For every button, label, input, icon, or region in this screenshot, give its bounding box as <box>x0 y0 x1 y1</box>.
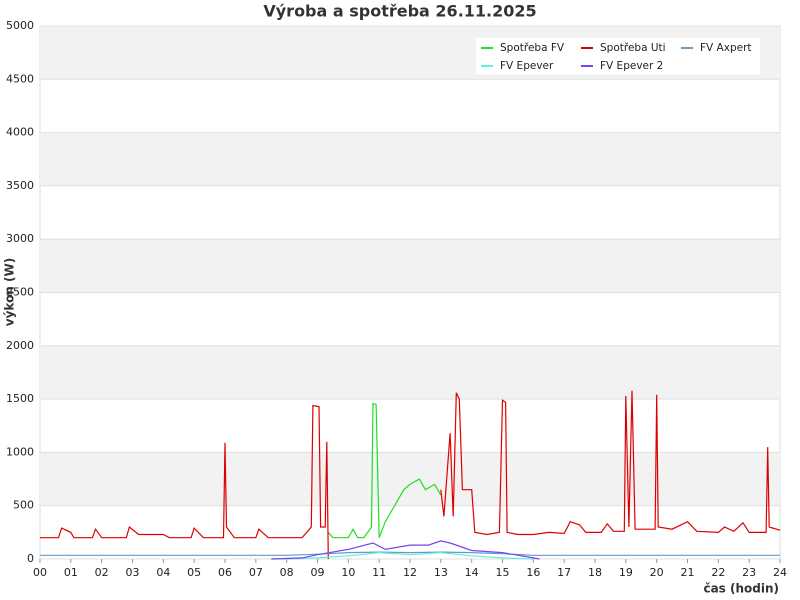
legend-label: Spotřeba FV <box>500 42 565 54</box>
x-tick-label: 10 <box>341 566 355 579</box>
y-tick-label: 500 <box>13 499 34 512</box>
legend-label: FV Axpert <box>700 42 752 54</box>
x-tick-label: 24 <box>773 566 787 579</box>
series-line <box>40 390 781 560</box>
x-tick-label: 03 <box>126 566 140 579</box>
grid-band <box>40 452 780 506</box>
x-tick-label: 18 <box>588 566 602 579</box>
y-tick-label: 4000 <box>6 126 34 139</box>
x-tick-label: 00 <box>33 566 47 579</box>
x-tick-label: 09 <box>311 566 325 579</box>
x-tick-label: 06 <box>218 566 232 579</box>
legend-label: FV Epever 2 <box>600 60 663 72</box>
x-tick-label: 13 <box>434 566 448 579</box>
x-tick-label: 16 <box>526 566 540 579</box>
x-tick-label: 05 <box>187 566 201 579</box>
x-tick-label: 20 <box>650 566 664 579</box>
x-tick-label: 04 <box>156 566 170 579</box>
x-axis-label: čas (hodin) <box>703 582 779 596</box>
grid-band <box>40 345 780 400</box>
x-tick-label: 02 <box>95 566 109 579</box>
x-tick-label: 11 <box>372 566 386 579</box>
legend-label: FV Epever <box>500 60 554 72</box>
grid-band <box>40 132 780 186</box>
x-tick-label: 01 <box>64 566 78 579</box>
y-tick-label: 3500 <box>6 179 34 192</box>
legend-label: Spotřeba Uti <box>600 42 666 54</box>
series-line <box>271 540 540 560</box>
x-tick-label: 19 <box>619 566 633 579</box>
legend-box <box>474 36 762 76</box>
y-tick-label: 0 <box>27 552 34 565</box>
y-tick-label: 3000 <box>6 232 34 245</box>
y-tick-label: 1500 <box>6 392 34 405</box>
x-tick-label: 08 <box>280 566 294 579</box>
grid-band <box>40 239 780 293</box>
x-tick-label: 21 <box>681 566 695 579</box>
x-tick-label: 12 <box>403 566 417 579</box>
x-tick-label: 15 <box>496 566 510 579</box>
y-tick-label: 1000 <box>6 445 34 458</box>
x-tick-label: 23 <box>742 566 756 579</box>
x-tick-label: 14 <box>465 566 479 579</box>
x-tick-label: 07 <box>249 566 263 579</box>
series-line <box>327 402 442 539</box>
y-tick-label: 4500 <box>6 72 34 85</box>
x-tick-label: 22 <box>711 566 725 579</box>
x-tick-label: 17 <box>557 566 571 579</box>
chart-title: Výroba a spotřeba 26.11.2025 <box>263 2 536 21</box>
y-tick-label: 2000 <box>6 339 34 352</box>
y-axis-label: výkon (W) <box>3 258 17 326</box>
y-tick-label: 2500 <box>6 286 34 299</box>
y-tick-label: 5000 <box>6 19 34 32</box>
